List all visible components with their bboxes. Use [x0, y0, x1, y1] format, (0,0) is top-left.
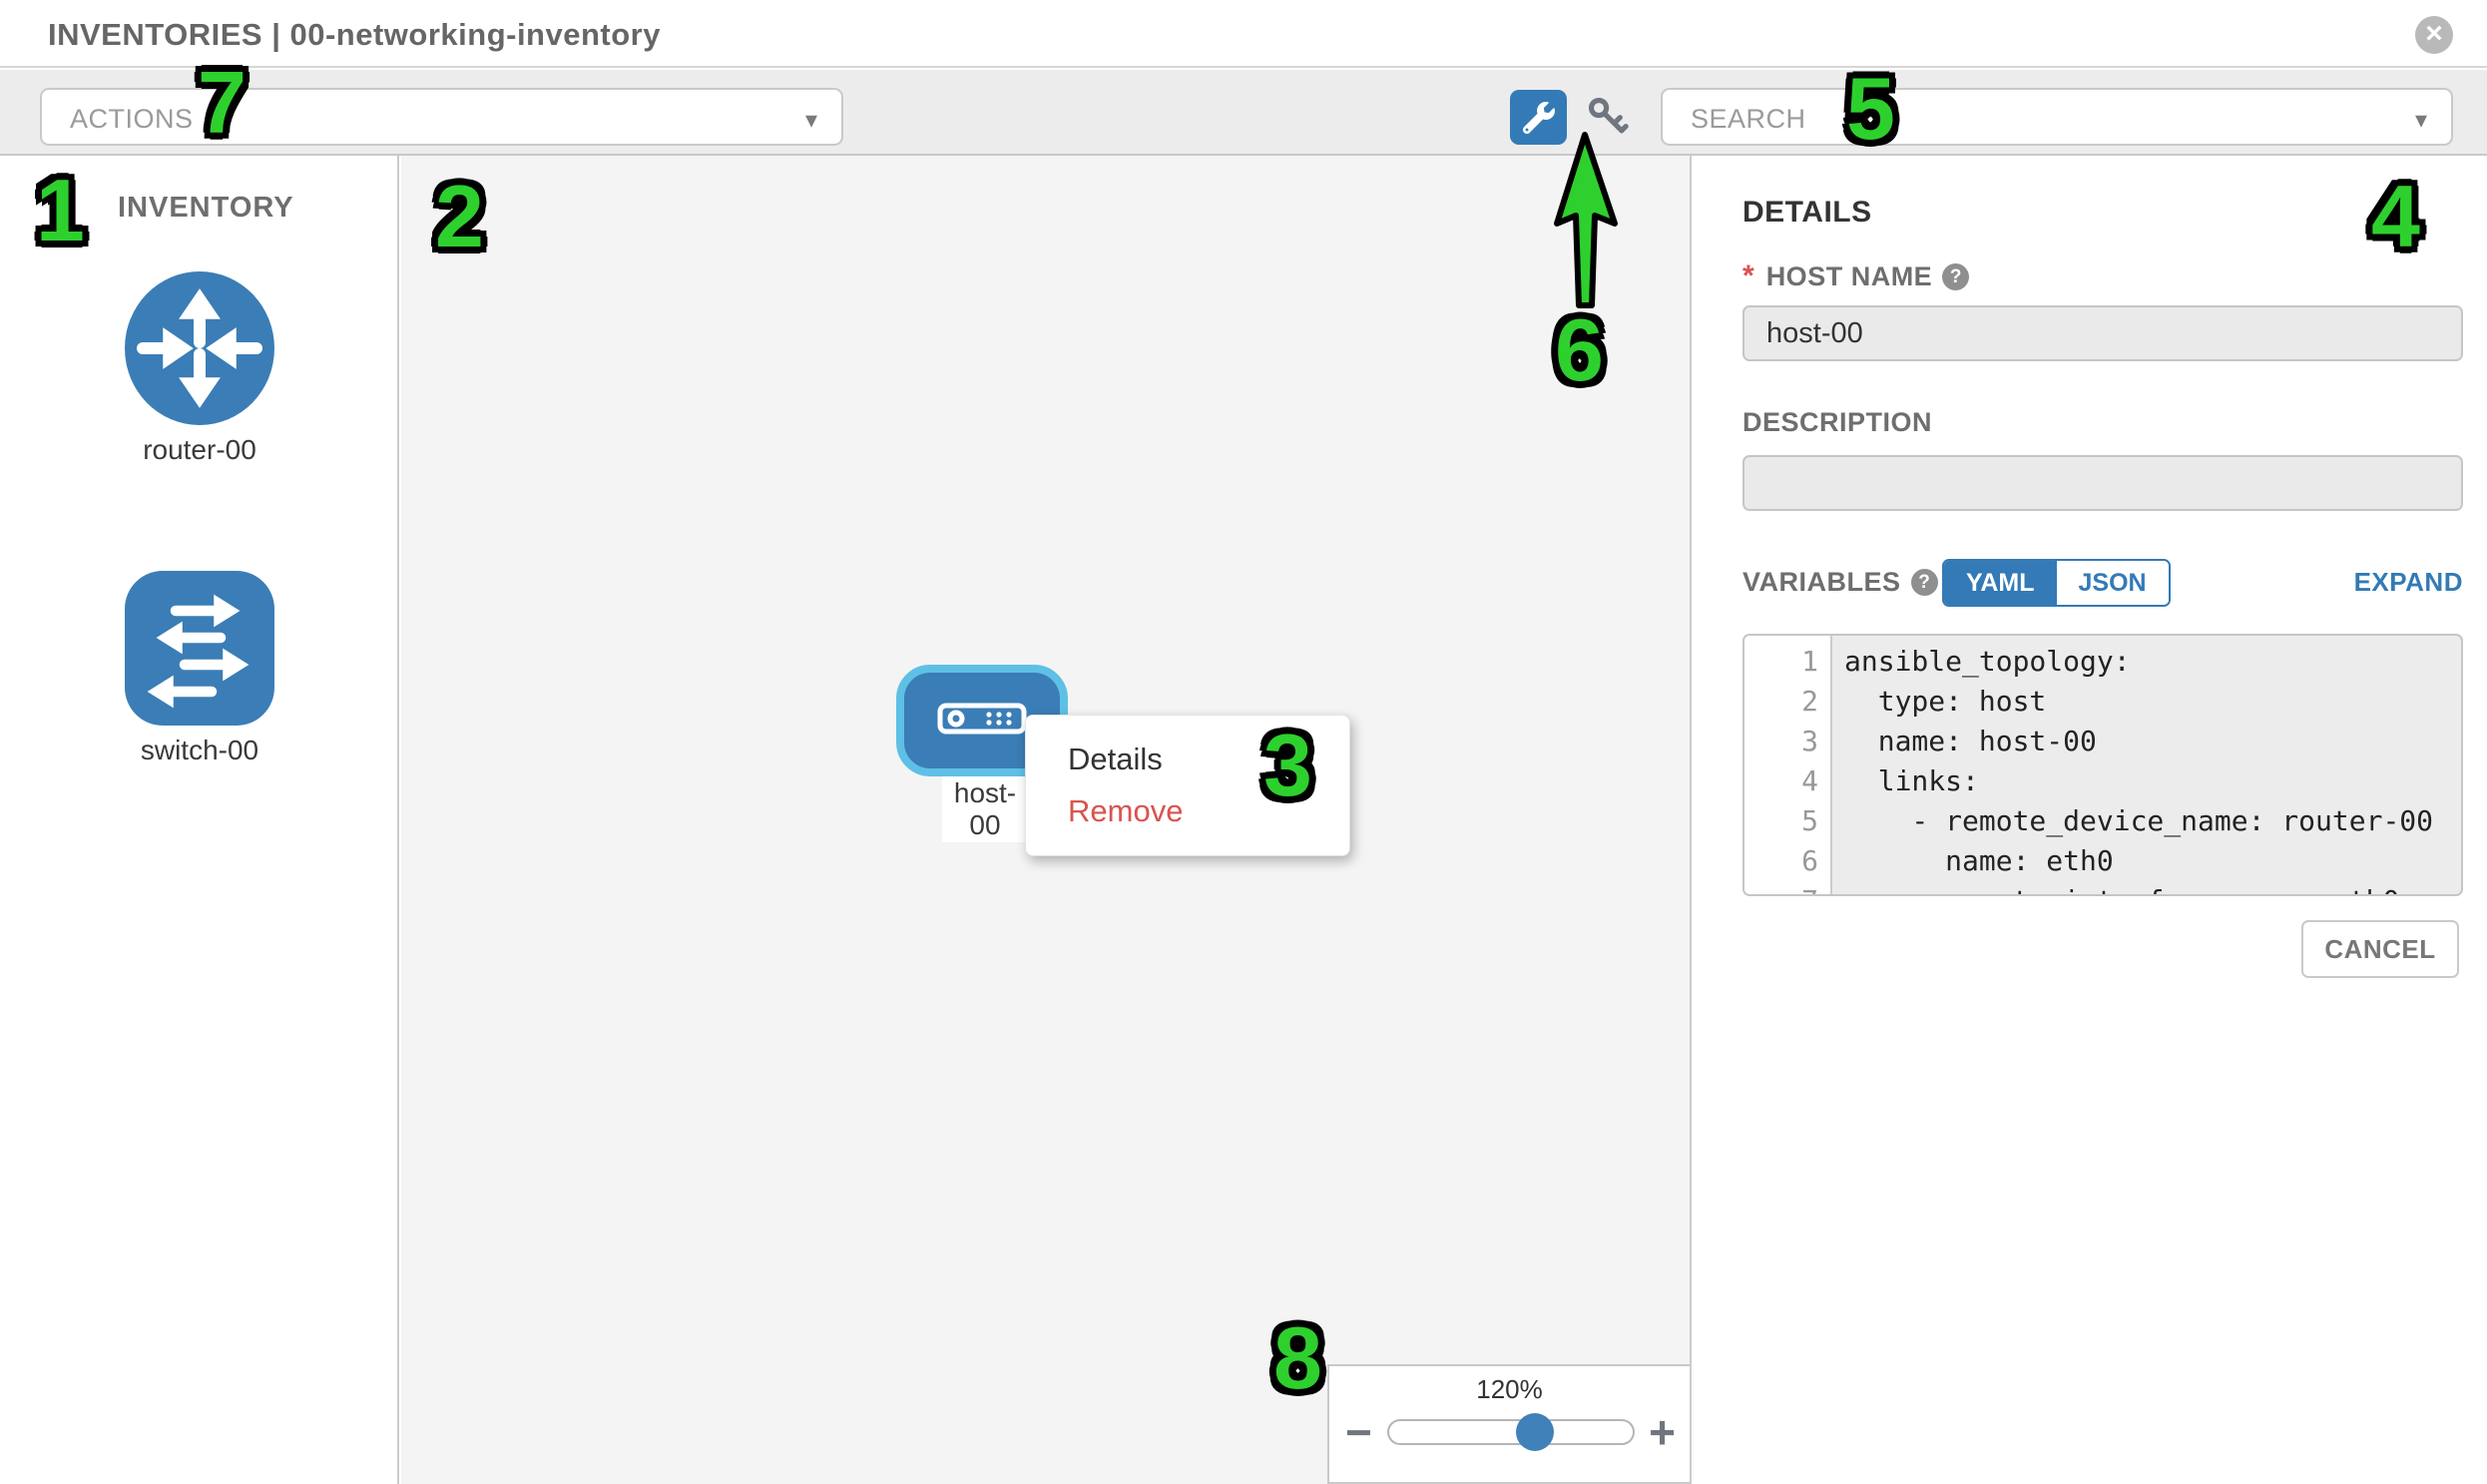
page-header: INVENTORIES | 00-networking-inventory × [0, 0, 2487, 68]
line-number: 2 [1801, 685, 1818, 718]
line-number: 1 [1801, 645, 1818, 678]
annotation-3: 3 [1263, 716, 1312, 814]
page-title: INVENTORIES | 00-networking-inventory [48, 17, 661, 52]
expand-link[interactable]: EXPAND [2353, 567, 2463, 597]
close-icon[interactable]: × [2415, 16, 2453, 54]
editor-line-numbers: 1 2 3 4 5 6 7 [1744, 636, 1832, 894]
host-node[interactable] [896, 665, 1068, 776]
chevron-down-icon: ▾ [804, 107, 817, 134]
help-icon[interactable]: ? [1910, 569, 1938, 596]
annotation-arrow-icon [1554, 132, 1618, 308]
actions-dropdown-label: ACTIONS [70, 104, 194, 134]
editor-code-area[interactable]: ansible_topology: type: host name: host-… [1832, 636, 2461, 894]
zoom-slider-handle[interactable] [1516, 1413, 1555, 1451]
host-name-label: HOST NAME [1765, 260, 1933, 291]
inventory-sidebar: INVENTORY router-00 [0, 156, 399, 1484]
annotation-5: 5 [1846, 59, 1895, 158]
annotation-4: 4 [2371, 167, 2420, 265]
code-line: links: [1844, 764, 1979, 797]
code-line: name: eth0 [1844, 844, 2114, 877]
zoom-slider[interactable] [1387, 1413, 1635, 1451]
zoom-in-button[interactable]: + [1649, 1406, 1676, 1458]
zoom-level-value: 120% [1476, 1374, 1543, 1404]
configure-button[interactable] [1510, 90, 1567, 145]
key-button[interactable] [1585, 94, 1633, 142]
variables-editor[interactable]: 1 2 3 4 5 6 7 ansible_topology: type: ho… [1742, 634, 2463, 896]
router-icon [125, 271, 274, 425]
annotation-8: 8 [1273, 1308, 1322, 1407]
annotation-6: 6 [1555, 300, 1604, 399]
actions-dropdown[interactable]: ACTIONS ▾ [40, 88, 843, 146]
sidebar-item-router-00[interactable]: router-00 [120, 271, 279, 466]
details-heading: DETAILS [1742, 196, 1872, 229]
cancel-button[interactable]: CANCEL [2301, 920, 2459, 978]
variables-format-toggle: YAML JSON [1942, 559, 2171, 607]
line-number: 6 [1801, 844, 1818, 877]
details-panel: DETAILS * HOST NAME ? DESCRIPTION VARIAB… [1690, 156, 2487, 1484]
code-line: ansible_topology: [1844, 645, 2131, 678]
description-field[interactable] [1742, 455, 2463, 511]
host-name-field[interactable] [1742, 305, 2463, 361]
code-line: - remote_device_name: router-00 [1844, 804, 2434, 837]
annotation-1: 1 [36, 161, 85, 259]
yaml-toggle-button[interactable]: YAML [1944, 561, 2057, 605]
line-number: 3 [1801, 725, 1818, 757]
sidebar-item-switch-00[interactable]: switch-00 [120, 571, 279, 766]
required-asterisk: * [1742, 259, 1754, 292]
context-menu-details[interactable]: Details [1068, 742, 1163, 776]
wrench-icon [1523, 102, 1555, 134]
line-number: 4 [1801, 764, 1818, 797]
host-node-label: host-00 [942, 776, 1028, 842]
search-dropdown[interactable]: SEARCH ▾ [1661, 88, 2453, 146]
host-icon [937, 703, 1027, 735]
sidebar-item-label: router-00 [143, 434, 256, 465]
sidebar-item-label: switch-00 [140, 735, 259, 765]
line-number: 7 [1744, 881, 1830, 894]
switch-icon [125, 571, 274, 726]
variables-label: VARIABLES [1742, 567, 1901, 597]
code-line: remote_interface_name: eth0 [1844, 881, 2461, 894]
topology-canvas[interactable]: host-00 Details Remove 120% − + [401, 156, 1690, 1484]
line-number: 5 [1801, 804, 1818, 837]
description-label: DESCRIPTION [1742, 407, 1933, 437]
code-line: name: host-00 [1844, 725, 2097, 757]
sidebar-heading: INVENTORY [118, 192, 294, 224]
code-line: type: host [1844, 685, 2047, 718]
search-dropdown-label: SEARCH [1691, 104, 1806, 134]
context-menu-remove[interactable]: Remove [1068, 793, 1184, 828]
json-toggle-button[interactable]: JSON [2056, 561, 2169, 605]
zoom-control: 120% − + [1327, 1364, 1690, 1484]
chevron-down-icon: ▾ [2414, 107, 2427, 134]
annotation-7: 7 [198, 53, 247, 152]
key-icon [1588, 97, 1629, 134]
variables-row: VARIABLES ? YAML JSON EXPAND [1742, 559, 2463, 609]
toolbar: ACTIONS ▾ SEARCH ▾ [0, 70, 2487, 156]
zoom-out-button[interactable]: − [1345, 1406, 1372, 1458]
help-icon[interactable]: ? [1942, 262, 1970, 290]
node-context-menu: Details Remove [1025, 715, 1350, 856]
annotation-2: 2 [435, 167, 484, 265]
